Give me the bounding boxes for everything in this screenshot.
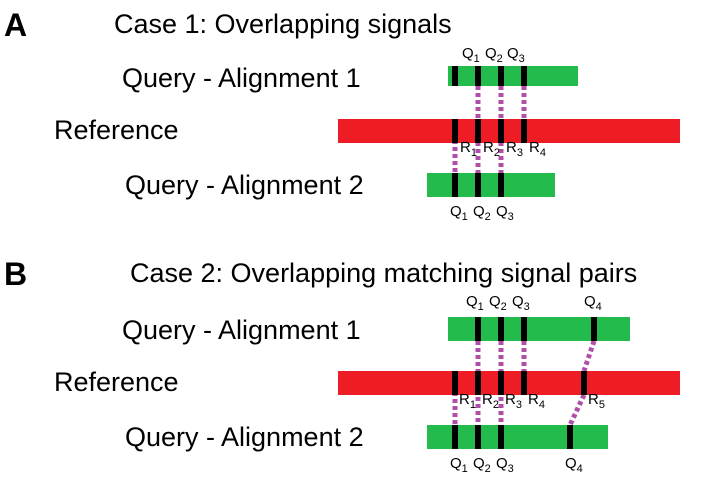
signal-label: Q3	[507, 45, 525, 65]
signal-label: Q2	[489, 293, 507, 313]
reference-label: Reference	[54, 115, 179, 145]
signal-mark	[521, 66, 527, 86]
query-label: Query - Alignment 1	[122, 315, 361, 345]
signal-mark	[567, 425, 573, 449]
case-title: Case 1: Overlapping signals	[114, 9, 452, 39]
signal-label: Q4	[584, 293, 602, 313]
signal-label: Q1	[466, 293, 484, 313]
signal-mark	[475, 371, 481, 395]
signal-label: Q3	[512, 293, 530, 313]
reference-label: Reference	[54, 367, 179, 397]
signal-label: Q3	[496, 455, 514, 475]
signal-label: Q2	[473, 455, 491, 475]
signal-mark	[452, 66, 458, 86]
signal-mark	[521, 371, 527, 395]
signal-label: Q4	[565, 455, 583, 475]
signal-link	[567, 393, 587, 427]
signal-mark	[452, 173, 458, 197]
signal-mark	[475, 425, 481, 449]
query-label: Query - Alignment 2	[125, 170, 364, 200]
query-bar	[448, 66, 578, 86]
signal-label: Q1	[450, 455, 468, 475]
query-bar	[427, 173, 555, 197]
signal-label: R4	[529, 139, 546, 159]
signal-mark	[475, 173, 481, 197]
case-title: Case 2: Overlapping matching signal pair…	[130, 258, 637, 288]
signal-mark	[591, 317, 597, 341]
signal-mark	[498, 119, 504, 143]
signal-mark	[581, 371, 587, 395]
query-label: Query - Alignment 1	[122, 63, 361, 93]
signal-link	[581, 340, 597, 372]
signal-label: Q1	[450, 203, 468, 223]
signal-label: Q1	[462, 45, 480, 65]
signal-mark	[521, 119, 527, 143]
signal-mark	[498, 371, 504, 395]
signal-label: R3	[506, 139, 523, 159]
signal-label: R4	[528, 391, 545, 411]
signal-label: R2	[482, 391, 499, 411]
signal-label: R2	[483, 139, 500, 159]
signal-label: R3	[505, 391, 522, 411]
signal-mark	[475, 66, 481, 86]
signal-mark	[475, 317, 481, 341]
signal-mark	[521, 317, 527, 341]
signal-mark	[498, 173, 504, 197]
signal-label: Q2	[485, 45, 503, 65]
panel-letter: A	[4, 7, 27, 43]
query-label: Query - Alignment 2	[125, 422, 364, 452]
reference-bar	[338, 371, 680, 395]
panel-letter: B	[4, 256, 27, 292]
signal-mark	[498, 317, 504, 341]
signal-mark	[475, 119, 481, 143]
signal-label: Q3	[496, 203, 514, 223]
signal-label: Q2	[473, 203, 491, 223]
signal-label: R1	[460, 139, 477, 159]
signal-mark	[452, 119, 458, 143]
signal-mark	[498, 425, 504, 449]
signal-mark	[452, 425, 458, 449]
signal-mark	[498, 66, 504, 86]
panel-a: A Case 1: Overlapping signals Query - Alig…	[4, 7, 680, 223]
panel-b: B Case 2: Overlapping matching signal pai…	[4, 256, 680, 475]
signal-label: R1	[459, 391, 476, 411]
reference-bar	[338, 119, 680, 143]
signal-label: R5	[588, 391, 605, 411]
signal-mark	[452, 371, 458, 395]
